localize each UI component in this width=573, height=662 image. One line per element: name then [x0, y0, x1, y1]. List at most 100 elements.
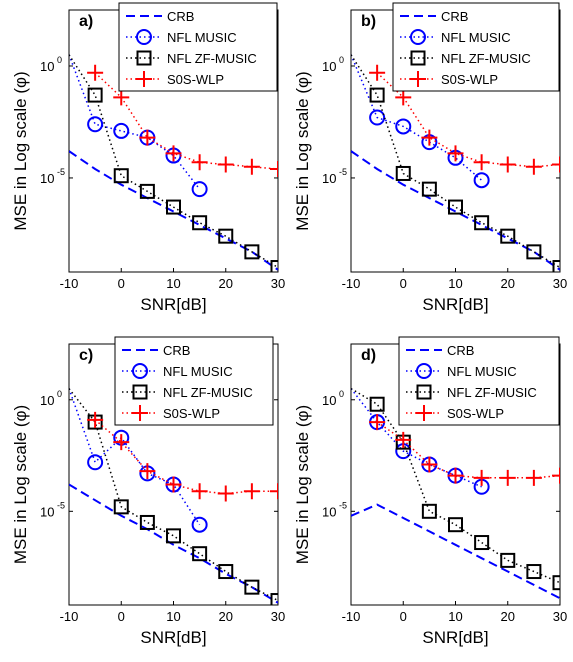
y-axis-label: MSE in Log scale (φ)	[11, 71, 30, 230]
legend-label: CRB	[441, 9, 468, 24]
data-point	[139, 129, 156, 146]
legend-label: S0S-WLP	[447, 406, 504, 421]
plot-area	[69, 54, 278, 272]
legend-entry: NFL MUSIC	[126, 29, 237, 45]
series-nfl-zf-music	[69, 388, 278, 605]
data-point	[473, 154, 490, 171]
x-tick-label: 20	[219, 609, 233, 624]
legend-label: S0S-WLP	[441, 72, 498, 87]
data-point	[191, 154, 208, 171]
data-point	[192, 215, 208, 231]
x-tick-label: 10	[166, 609, 180, 624]
y-tick-base: 10	[322, 393, 336, 408]
y-axis-label: MSE in Log scale (φ)	[293, 405, 312, 564]
legend-box	[118, 2, 278, 92]
x-tick-label: 0	[118, 609, 125, 624]
series-line	[351, 503, 560, 600]
legend-entry: NFL MUSIC	[400, 29, 511, 45]
x-tick-label: 30	[553, 276, 567, 291]
series-line	[69, 54, 278, 269]
data-point	[369, 396, 385, 412]
series-line	[69, 150, 278, 271]
data-point	[217, 485, 234, 502]
y-tick-base: 10	[40, 59, 54, 74]
legend-entry: NFL ZF-MUSIC	[126, 50, 257, 66]
data-point	[217, 156, 234, 173]
data-point	[500, 552, 516, 568]
legend-entry: S0S-WLP	[400, 71, 498, 87]
legend-box	[114, 336, 274, 426]
data-point	[165, 145, 182, 162]
y-tick-exponent: 0	[57, 389, 62, 399]
legend-marker	[136, 71, 152, 87]
y-tick-exponent: 0	[57, 55, 62, 65]
data-point	[552, 156, 560, 173]
x-tick-label: 10	[166, 276, 180, 291]
legend-marker	[136, 50, 152, 66]
y-tick-base: 10	[322, 59, 336, 74]
y-tick-label: 10 -5	[322, 167, 347, 186]
legend-marker	[410, 71, 426, 87]
x-tick-label: 10	[448, 609, 462, 624]
series-crb	[351, 503, 560, 600]
x-tick-label: 20	[501, 609, 515, 624]
legend-entry: NFL MUSIC	[122, 363, 233, 379]
x-tick-label: 20	[501, 276, 515, 291]
data-point	[421, 456, 438, 473]
legend-entry: NFL ZF-MUSIC	[406, 384, 537, 400]
legend-entry: CRB	[126, 9, 194, 24]
x-tick-label: -10	[60, 276, 79, 291]
series-s0s-wlp	[87, 64, 278, 177]
data-point	[113, 122, 130, 139]
x-tick-label: -10	[342, 276, 361, 291]
legend-entry: NFL MUSIC	[406, 363, 517, 379]
data-point	[166, 528, 181, 544]
data-point	[270, 160, 278, 177]
y-tick-label: 10 -5	[40, 167, 65, 186]
data-point	[270, 260, 278, 272]
series-line	[376, 421, 560, 479]
data-point	[369, 414, 386, 431]
data-point	[447, 467, 464, 484]
data-point	[552, 467, 560, 484]
y-tick-exponent: 0	[339, 389, 344, 399]
series-s0s-wlp	[369, 414, 560, 486]
data-point	[473, 172, 490, 189]
data-point	[113, 168, 129, 184]
legend-marker	[132, 405, 148, 421]
data-point	[87, 116, 104, 133]
y-axis-label: MSE in Log scale (φ)	[293, 71, 312, 230]
y-tick-base: 10	[40, 171, 54, 186]
y-tick-base: 10	[322, 504, 336, 519]
x-tick-label: 0	[400, 276, 407, 291]
data-point	[244, 244, 260, 260]
series-line	[351, 150, 560, 271]
data-point	[369, 64, 386, 81]
legend-label: NFL MUSIC	[447, 364, 517, 379]
series-line	[94, 419, 278, 495]
data-point	[525, 158, 542, 175]
y-tick-base: 10	[40, 393, 54, 408]
series-s0s-wlp	[369, 64, 560, 175]
y-tick-label: 10 0	[322, 389, 344, 408]
data-point	[500, 228, 516, 244]
legend-entry: S0S-WLP	[122, 405, 220, 421]
data-point	[87, 411, 104, 428]
legend-marker	[416, 363, 432, 379]
legend: CRB NFL MUSIC NFL ZF-MUSIC S0S-WLP	[114, 336, 274, 426]
y-tick-exponent: -5	[57, 500, 65, 510]
legend-marker	[410, 50, 426, 66]
legend-marker	[132, 363, 148, 379]
data-point	[448, 199, 463, 215]
data-point	[526, 244, 542, 260]
legend-label: S0S-WLP	[167, 72, 224, 87]
data-point	[369, 109, 386, 126]
x-tick-label: 20	[219, 276, 233, 291]
data-point	[447, 145, 464, 162]
data-point	[113, 499, 129, 515]
legend-entry: S0S-WLP	[126, 71, 224, 87]
legend-entry: CRB	[122, 343, 190, 358]
